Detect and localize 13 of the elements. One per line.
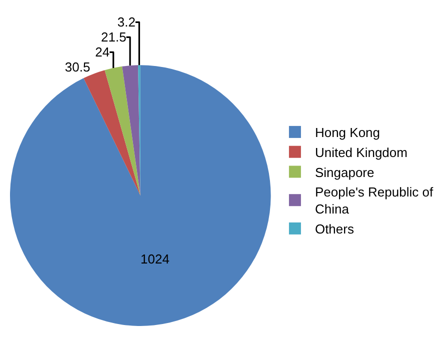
data-label: 24 bbox=[95, 44, 110, 60]
pie-slice bbox=[104, 66, 140, 196]
legend-label: Hong Kong bbox=[314, 125, 380, 140]
data-label: 30.5 bbox=[64, 60, 90, 75]
legend-label: Singapore bbox=[314, 164, 374, 180]
pie-slice bbox=[84, 70, 140, 196]
legend-label: United Kingdom bbox=[314, 144, 408, 160]
data-label: 1024 bbox=[140, 252, 170, 267]
data-label: 21.5 bbox=[100, 30, 126, 45]
legend-label: People's Republic of China bbox=[314, 184, 434, 217]
pie-slice bbox=[122, 65, 140, 196]
data-label: 3.2 bbox=[117, 14, 136, 30]
legend-label: Others bbox=[314, 222, 354, 237]
